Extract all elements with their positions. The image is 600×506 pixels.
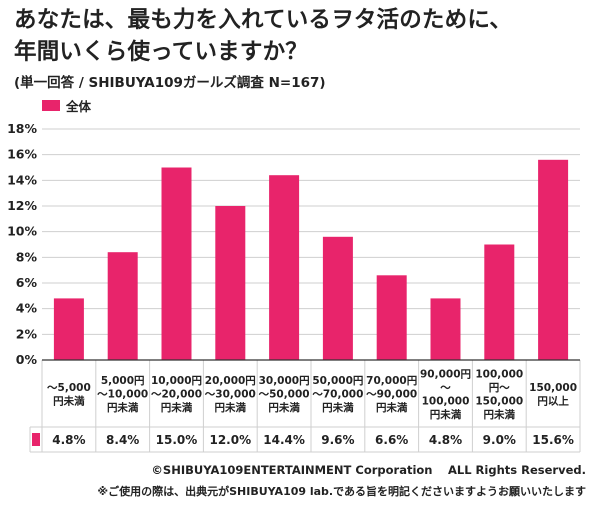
- x-category-label: 円未満: [161, 401, 193, 414]
- x-category-label: 5,000円: [101, 375, 145, 387]
- data-value-label: 4.8%: [52, 433, 85, 447]
- bar: [322, 236, 353, 360]
- x-category-label: 円未満: [376, 401, 408, 414]
- x-category-label: 150,000: [475, 395, 523, 407]
- x-category-label: 10,000円: [151, 375, 202, 387]
- y-tick-label: 14%: [7, 172, 37, 187]
- x-category-label: 円以上: [537, 394, 569, 407]
- bar: [215, 206, 246, 360]
- x-category-label: 〜20,000: [151, 389, 202, 401]
- bar: [484, 244, 515, 360]
- x-category-label: 円未満: [107, 401, 139, 414]
- bar: [538, 159, 569, 360]
- y-tick-label: 6%: [16, 275, 38, 290]
- x-category-label: 円未満: [430, 408, 462, 421]
- x-category-label: 50,000円: [312, 375, 363, 387]
- y-tick-label: 2%: [16, 326, 38, 341]
- bar: [161, 167, 192, 360]
- x-category-label: 〜5,000: [47, 382, 91, 394]
- data-value-label: 12.0%: [209, 433, 251, 447]
- bar: [269, 175, 300, 360]
- data-value-label: 8.4%: [106, 433, 139, 447]
- x-category-label: 〜: [440, 382, 451, 394]
- x-category-label: 円未満: [484, 408, 516, 421]
- bar: [376, 275, 407, 360]
- table-legend-key: [32, 433, 40, 446]
- x-category-label: 150,000: [529, 382, 577, 394]
- x-category-label: 円〜: [489, 382, 510, 394]
- x-category-label: 〜10,000: [97, 389, 148, 401]
- legend: 全体: [42, 96, 91, 115]
- legend-label: 全体: [66, 99, 92, 114]
- x-category-label: 〜30,000: [205, 389, 256, 401]
- data-value-label: 15.6%: [532, 433, 574, 447]
- x-category-label: 100,000: [422, 395, 470, 407]
- y-tick-label: 18%: [7, 121, 37, 136]
- legend-swatch: [42, 100, 60, 111]
- x-category-label: 30,000円: [259, 375, 310, 387]
- footer-note: ※ご使用の際は、出典元がSHIBUYA109 lab.である旨を明記くださいます…: [97, 485, 586, 498]
- x-category-label: 20,000円: [205, 375, 256, 387]
- x-category-label: 70,000円: [366, 375, 417, 387]
- data-value-label: 4.8%: [429, 433, 462, 447]
- chart-title-line2: 年間いくら使っていますか？: [14, 39, 308, 65]
- bar: [53, 298, 84, 360]
- x-category-label: 円未満: [53, 394, 85, 407]
- x-category-label: 〜90,000: [366, 389, 417, 401]
- y-tick-label: 10%: [7, 224, 37, 239]
- x-category-label: 円未満: [215, 401, 247, 414]
- data-value-label: 6.6%: [375, 433, 408, 447]
- footer-copyright: ©SHIBUYA109ENTERTAINMENT Corporation ALL…: [151, 463, 586, 477]
- x-category-label: 〜70,000: [312, 389, 363, 401]
- chart-title-line1: あなたは、最も力を入れているヲタ活のために、: [14, 7, 513, 33]
- bar-chart: 0%2%4%6%8%10%12%14%16%18%〜5,000円未満5,000円…: [7, 121, 581, 453]
- chart-subtitle: (単一回答 / SHIBUYA109ガールズ調査 N=167): [14, 75, 326, 91]
- y-tick-label: 8%: [16, 249, 38, 264]
- x-category-label: 90,000円: [420, 368, 471, 380]
- x-category-label: 円未満: [322, 401, 354, 414]
- data-value-label: 9.0%: [483, 433, 516, 447]
- x-category-label: 100,000: [475, 368, 523, 380]
- bar: [107, 252, 138, 360]
- data-value-label: 15.0%: [156, 433, 198, 447]
- data-value-label: 14.4%: [263, 433, 305, 447]
- x-category-label: 円未満: [268, 401, 300, 414]
- x-category-label: 〜50,000: [259, 389, 310, 401]
- y-tick-label: 12%: [7, 198, 37, 213]
- data-value-label: 9.6%: [321, 433, 354, 447]
- bar: [430, 298, 461, 360]
- y-tick-label: 0%: [16, 352, 38, 367]
- y-tick-label: 4%: [16, 301, 38, 316]
- y-tick-label: 16%: [7, 147, 37, 162]
